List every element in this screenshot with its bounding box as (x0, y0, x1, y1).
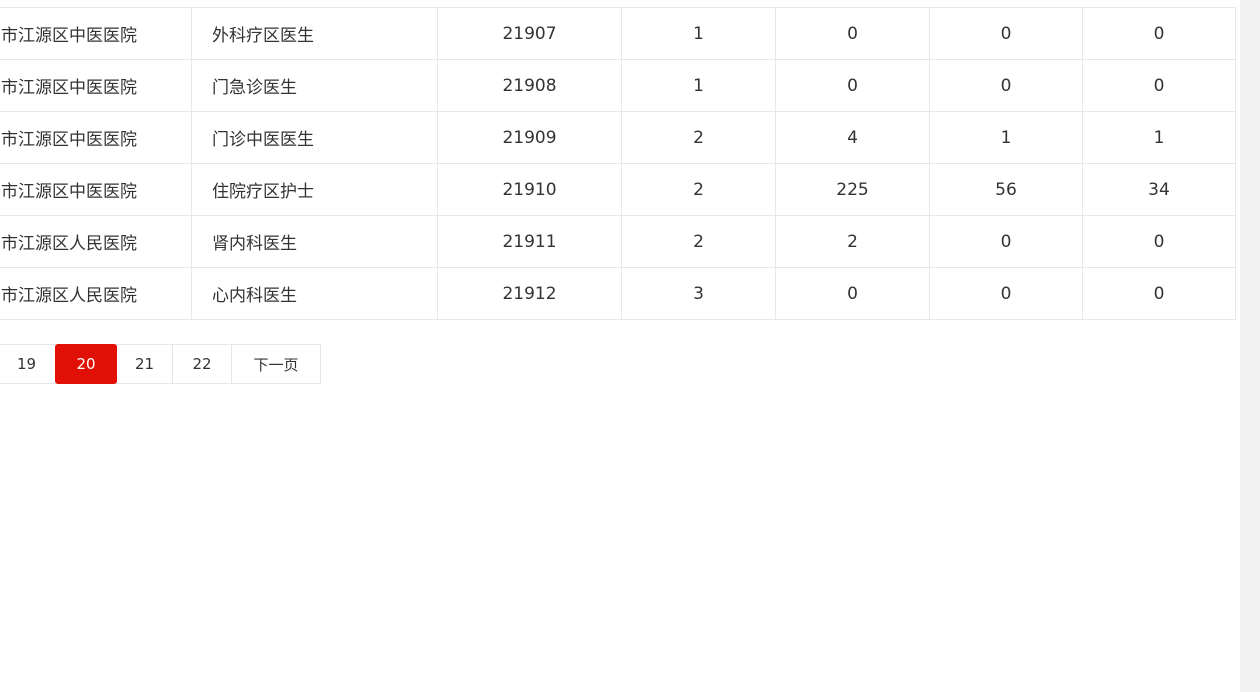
position-code-cell: 21910 (437, 163, 622, 216)
applicants-cell: 225 (775, 163, 930, 216)
hospital-cell: 市江源区中医医院 (0, 59, 192, 112)
approved-cell: 0 (929, 59, 1083, 112)
position-code-cell: 21912 (437, 267, 622, 320)
quota-cell: 3 (621, 267, 776, 320)
position-code-cell: 21907 (437, 7, 622, 60)
position-cell: 心内科医生 (191, 267, 438, 320)
page-button-20[interactable]: 20 (55, 344, 117, 384)
quota-cell: 1 (621, 7, 776, 60)
table-row: 市江源区中医医院 门急诊医生 21908 1 0 0 0 (0, 59, 1236, 112)
approved-cell: 56 (929, 163, 1083, 216)
applicants-cell: 0 (775, 59, 930, 112)
quota-cell: 2 (621, 111, 776, 164)
paid-cell: 0 (1082, 7, 1236, 60)
results-table: 市江源区中医医院 外科疗区医生 21907 1 0 0 0 市江源区中医医院 门急诊医生 2190… (0, 7, 1236, 320)
hospital-cell: 市江源区中医医院 (0, 7, 192, 60)
quota-cell: 1 (621, 59, 776, 112)
table-row: 市江源区中医医院 住院疗区护士 21910 2 225 56 34 (0, 163, 1236, 216)
position-code-cell: 21909 (437, 111, 622, 164)
paid-cell: 0 (1082, 59, 1236, 112)
position-cell: 门诊中医医生 (191, 111, 438, 164)
position-code-cell: 21911 (437, 215, 622, 268)
position-cell: 肾内科医生 (191, 215, 438, 268)
approved-cell: 0 (929, 215, 1083, 268)
pagination: 19 20 21 22 下一页 (0, 344, 321, 384)
table-row: 市江源区人民医院 心内科医生 21912 3 0 0 0 (0, 267, 1236, 320)
table-row: 市江源区中医医院 门诊中医医生 21909 2 4 1 1 (0, 111, 1236, 164)
applicants-cell: 2 (775, 215, 930, 268)
quota-cell: 2 (621, 215, 776, 268)
paid-cell: 0 (1082, 267, 1236, 320)
position-cell: 住院疗区护士 (191, 163, 438, 216)
position-cell: 门急诊医生 (191, 59, 438, 112)
hospital-cell: 市江源区中医医院 (0, 111, 192, 164)
hospital-cell: 市江源区中医医院 (0, 163, 192, 216)
quota-cell: 2 (621, 163, 776, 216)
hospital-cell: 市江源区人民医院 (0, 267, 192, 320)
table-row: 市江源区人民医院 肾内科医生 21911 2 2 0 0 (0, 215, 1236, 268)
page-button-22[interactable]: 22 (172, 344, 232, 384)
page-button-21[interactable]: 21 (116, 344, 173, 384)
table-body: 市江源区中医医院 外科疗区医生 21907 1 0 0 0 市江源区中医医院 门急诊医生 2190… (0, 7, 1236, 320)
approved-cell: 1 (929, 111, 1083, 164)
paid-cell: 1 (1082, 111, 1236, 164)
applicants-cell: 0 (775, 7, 930, 60)
paid-cell: 34 (1082, 163, 1236, 216)
position-cell: 外科疗区医生 (191, 7, 438, 60)
position-code-cell: 21908 (437, 59, 622, 112)
applicants-cell: 4 (775, 111, 930, 164)
applicants-cell: 0 (775, 267, 930, 320)
approved-cell: 0 (929, 7, 1083, 60)
hospital-cell: 市江源区人民医院 (0, 215, 192, 268)
approved-cell: 0 (929, 267, 1083, 320)
page-button-19[interactable]: 19 (0, 344, 56, 384)
table-row: 市江源区中医医院 外科疗区医生 21907 1 0 0 0 (0, 7, 1236, 60)
scrollbar-track[interactable] (1240, 0, 1260, 692)
next-page-button[interactable]: 下一页 (231, 344, 321, 384)
paid-cell: 0 (1082, 215, 1236, 268)
